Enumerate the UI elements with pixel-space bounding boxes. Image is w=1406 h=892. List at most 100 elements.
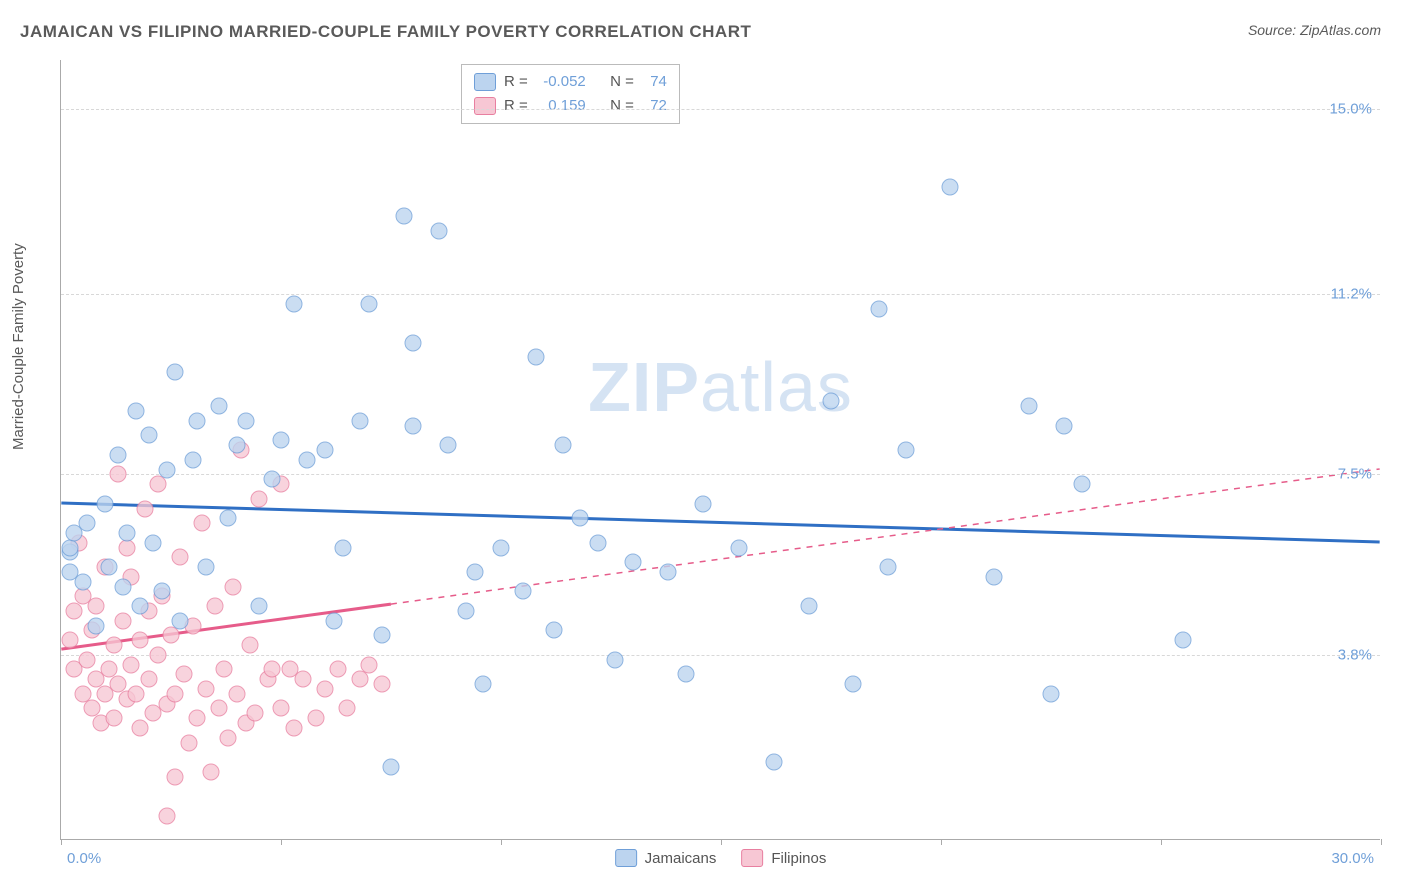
legend-label-2: Filipinos	[771, 850, 826, 867]
legend-swatch-2	[741, 849, 763, 867]
x-tick	[721, 839, 722, 845]
data-point-jamaicans	[110, 446, 127, 463]
data-point-jamaicans	[220, 510, 237, 527]
data-point-jamaicans	[273, 432, 290, 449]
data-point-filipinos	[224, 578, 241, 595]
data-point-jamaicans	[1073, 476, 1090, 493]
data-point-filipinos	[158, 807, 175, 824]
x-tick	[501, 839, 502, 845]
data-point-jamaicans	[625, 554, 642, 571]
data-point-jamaicans	[189, 412, 206, 429]
data-point-filipinos	[171, 549, 188, 566]
legend: Jamaicans Filipinos	[615, 849, 827, 867]
gridline	[61, 109, 1380, 110]
data-point-jamaicans	[97, 495, 114, 512]
y-axis-label: Married-Couple Family Poverty	[10, 243, 27, 450]
data-point-jamaicans	[61, 539, 78, 556]
data-point-filipinos	[66, 602, 83, 619]
data-point-jamaicans	[264, 471, 281, 488]
data-point-filipinos	[308, 710, 325, 727]
data-point-jamaicans	[79, 515, 96, 532]
data-point-jamaicans	[985, 568, 1002, 585]
data-point-jamaicans	[431, 222, 448, 239]
data-point-jamaicans	[515, 583, 532, 600]
data-point-jamaicans	[211, 398, 228, 415]
data-point-jamaicans	[730, 539, 747, 556]
data-point-jamaicans	[286, 295, 303, 312]
data-point-filipinos	[220, 729, 237, 746]
data-point-jamaicans	[198, 559, 215, 576]
data-point-jamaicans	[607, 651, 624, 668]
data-point-filipinos	[352, 671, 369, 688]
data-point-jamaicans	[528, 349, 545, 366]
data-point-jamaicans	[457, 602, 474, 619]
data-point-jamaicans	[897, 442, 914, 459]
data-point-jamaicans	[229, 437, 246, 454]
data-point-jamaicans	[317, 442, 334, 459]
data-point-filipinos	[202, 763, 219, 780]
data-point-jamaicans	[405, 334, 422, 351]
y-tick-label: 11.2%	[1331, 286, 1372, 303]
data-point-jamaicans	[466, 563, 483, 580]
data-point-filipinos	[286, 719, 303, 736]
watermark: ZIPatlas	[588, 347, 853, 427]
data-point-jamaicans	[941, 178, 958, 195]
legend-item-2: Filipinos	[741, 849, 826, 867]
data-point-jamaicans	[185, 451, 202, 468]
data-point-jamaicans	[871, 300, 888, 317]
data-point-filipinos	[207, 598, 224, 615]
data-point-jamaicans	[154, 583, 171, 600]
data-point-jamaicans	[1021, 398, 1038, 415]
data-point-jamaicans	[695, 495, 712, 512]
data-point-filipinos	[167, 768, 184, 785]
legend-item-1: Jamaicans	[615, 849, 717, 867]
data-point-filipinos	[136, 500, 153, 517]
data-point-jamaicans	[554, 437, 571, 454]
data-point-jamaicans	[352, 412, 369, 429]
scatter-plot: ZIPatlas R = -0.052 N = 74 R = 0.159 N =…	[60, 60, 1380, 840]
data-point-jamaicans	[801, 598, 818, 615]
data-point-filipinos	[215, 661, 232, 678]
data-point-filipinos	[127, 685, 144, 702]
stats-box: R = -0.052 N = 74 R = 0.159 N = 72	[461, 64, 680, 124]
data-point-filipinos	[193, 515, 210, 532]
data-point-filipinos	[339, 700, 356, 717]
data-point-filipinos	[361, 656, 378, 673]
data-point-jamaicans	[1056, 417, 1073, 434]
data-point-filipinos	[132, 719, 149, 736]
data-point-filipinos	[132, 632, 149, 649]
data-point-jamaicans	[845, 676, 862, 693]
data-point-filipinos	[246, 705, 263, 722]
source-label: Source: ZipAtlas.com	[1248, 22, 1381, 38]
data-point-filipinos	[176, 666, 193, 683]
data-point-filipinos	[180, 734, 197, 751]
x-tick	[61, 839, 62, 845]
trend-lines	[61, 60, 1380, 839]
gridline	[61, 655, 1380, 656]
data-point-jamaicans	[1043, 685, 1060, 702]
data-point-filipinos	[105, 710, 122, 727]
data-point-jamaicans	[880, 559, 897, 576]
data-point-jamaicans	[88, 617, 105, 634]
data-point-jamaicans	[75, 573, 92, 590]
data-point-jamaicans	[101, 559, 118, 576]
x-tick	[1381, 839, 1382, 845]
data-point-filipinos	[374, 676, 391, 693]
data-point-filipinos	[105, 637, 122, 654]
data-point-jamaicans	[475, 676, 492, 693]
x-axis-max-label: 30.0%	[1331, 850, 1374, 867]
data-point-jamaicans	[589, 534, 606, 551]
data-point-filipinos	[141, 671, 158, 688]
data-point-jamaicans	[132, 598, 149, 615]
data-point-filipinos	[330, 661, 347, 678]
data-point-jamaicans	[334, 539, 351, 556]
data-point-jamaicans	[545, 622, 562, 639]
x-axis-min-label: 0.0%	[67, 850, 101, 867]
x-tick	[281, 839, 282, 845]
data-point-filipinos	[110, 466, 127, 483]
data-point-jamaicans	[237, 412, 254, 429]
y-tick-label: 3.8%	[1338, 646, 1372, 663]
data-point-filipinos	[119, 539, 136, 556]
legend-swatch-1	[615, 849, 637, 867]
y-tick-label: 15.0%	[1329, 100, 1372, 117]
